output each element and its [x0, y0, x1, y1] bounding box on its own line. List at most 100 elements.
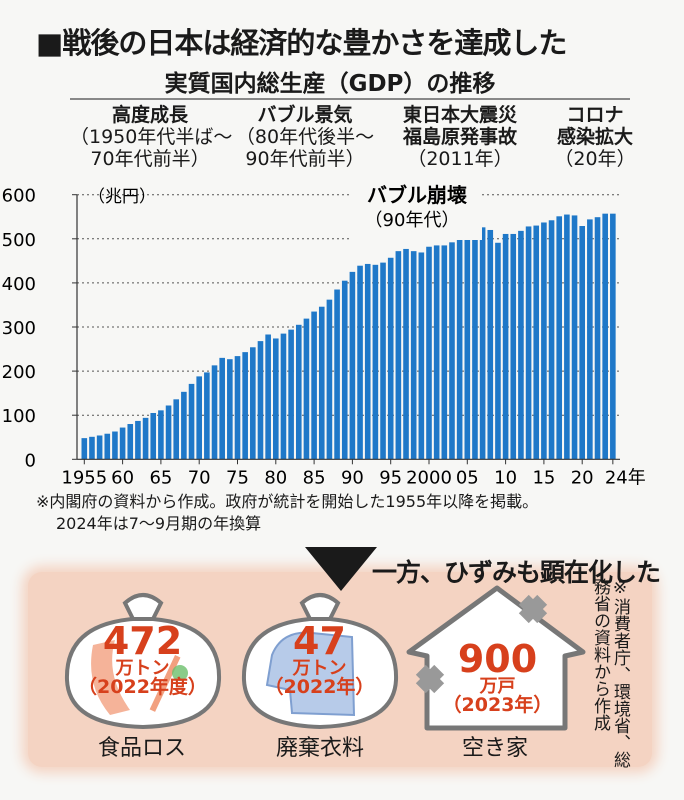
era-heading: 福島原発事故 [402, 126, 517, 148]
bar-2022 [594, 217, 601, 460]
bar-2010 [502, 233, 509, 460]
bar-2001 [433, 245, 440, 460]
bar-1962 [135, 420, 141, 460]
bar-1983 [295, 324, 302, 460]
bar-2002 [441, 245, 448, 460]
y-tick-label: 400 [2, 274, 36, 295]
bar-1994 [380, 262, 386, 460]
bar-1963 [142, 417, 149, 460]
bar-1964 [150, 412, 157, 460]
x-tick-label: 80 [264, 467, 287, 488]
bar-1969 [188, 383, 195, 460]
bar-1971 [204, 372, 210, 460]
bar-1979 [265, 334, 271, 460]
bar-1989 [341, 280, 348, 460]
source-note-2024: 2024年は7～9月期の年換算 [56, 514, 262, 533]
divider [70, 98, 630, 100]
bar-2016 [548, 220, 555, 460]
y-tick-label: 200 [2, 362, 36, 383]
food-loss-stats: 472 万トン （2022年度） [55, 622, 230, 697]
bar-1982 [288, 329, 294, 460]
bar-2005 [464, 233, 471, 460]
era-period: 90年代前半） [245, 148, 365, 170]
bar-2000 [426, 246, 432, 460]
x-tick-label: 10 [494, 467, 517, 488]
vacant-house-stats: 900 万戸 （2023年） [405, 640, 590, 715]
bar-1991 [357, 265, 363, 460]
patch-icon [415, 664, 445, 694]
bar-1988 [334, 289, 340, 460]
y-tick-label: 100 [2, 406, 36, 427]
era-period: （80年代後半～ [235, 126, 375, 148]
food-loss-period: （2022年度） [78, 676, 207, 698]
y-axis-unit: （兆円） [88, 187, 156, 207]
page-title: ■戦後の日本は経済的な豊かさを達成した [36, 26, 567, 60]
x-tick-label: 95 [379, 467, 402, 488]
bar-1987 [326, 299, 333, 460]
x-tick-label: 85 [303, 467, 326, 488]
era-corona: コロナ 感染拡大 （20年） [540, 104, 650, 170]
bar-1974 [227, 359, 233, 460]
era-period: （20年） [554, 148, 636, 170]
bar-2009 [495, 242, 501, 460]
bar-1978 [257, 341, 264, 460]
clothing-value: 47 [293, 619, 346, 663]
era-period: （2011年） [407, 148, 513, 170]
downside-heading: 一方、ひずみも顕在化した [372, 558, 661, 587]
bar-1997 [403, 248, 409, 460]
era-heading: 高度成長 [111, 104, 188, 126]
x-tick-label: 24年 [605, 467, 646, 488]
clothing-unit: 万トン [292, 658, 347, 679]
bar-2021 [587, 219, 593, 460]
bar-1995 [387, 257, 394, 460]
bar-1976 [242, 352, 248, 460]
downside-source-note: ※消費者庁、環境省、総務省の資料から作成 [590, 578, 630, 768]
bar-2017 [556, 216, 563, 460]
vacant-house-value: 900 [457, 637, 538, 681]
y-tick-label: 500 [2, 230, 36, 251]
era-heading: 東日本大震災 [402, 104, 517, 126]
vacant-house-unit: 万戸 [479, 676, 516, 697]
x-tick-label: 20 [571, 467, 594, 488]
bar-1981 [280, 333, 287, 460]
bar-2004 [456, 237, 463, 460]
era-period: 70年代前半） [90, 148, 210, 170]
bar-1992 [364, 263, 371, 460]
bubble-burst-annotation: バブル崩壊 [367, 183, 468, 207]
bar-1959 [112, 431, 118, 460]
x-tick-label: 15 [532, 467, 555, 488]
bar-2011 [510, 233, 517, 460]
era-high-growth: 高度成長 （1950年代半ば～ 70年代前半） [70, 104, 233, 170]
clothing-label: 廃棄衣料 [275, 736, 364, 761]
bar-1998 [410, 251, 417, 460]
down-arrow-icon [305, 547, 377, 591]
bar-2024 [610, 213, 616, 460]
bar-1961 [127, 424, 134, 460]
bar-2007 [479, 227, 486, 460]
bar-2012 [518, 230, 524, 460]
bar-2015 [541, 222, 547, 460]
bar-1977 [250, 347, 256, 460]
food-loss-unit: 万トン [115, 658, 170, 679]
bar-1999 [418, 252, 425, 460]
era-period: （1950年代半ば～ [70, 126, 233, 148]
bar-1980 [273, 338, 279, 460]
bar-1960 [119, 427, 126, 460]
era-heading: 感染拡大 [556, 126, 633, 148]
era-bubble: バブル景気 （80年代後半～ 90年代前半） [230, 104, 380, 170]
bar-1984 [303, 318, 310, 460]
vacant-house-label: 空き家 [461, 736, 528, 761]
bar-2019 [571, 215, 578, 460]
bar-1967 [173, 399, 180, 460]
x-tick-label: 75 [226, 467, 249, 488]
chart-title: 実質国内総生産（GDP）の推移 [164, 71, 496, 97]
y-tick-label: 300 [2, 318, 36, 339]
house-icon [406, 585, 586, 731]
bar-1972 [211, 365, 218, 460]
bar-1986 [318, 306, 325, 460]
y-tick-label: 0 [25, 450, 36, 471]
x-tick-label: 2000 [406, 467, 452, 488]
vacant-house-period: （2023年） [442, 694, 553, 716]
annotation-bg [352, 184, 482, 240]
